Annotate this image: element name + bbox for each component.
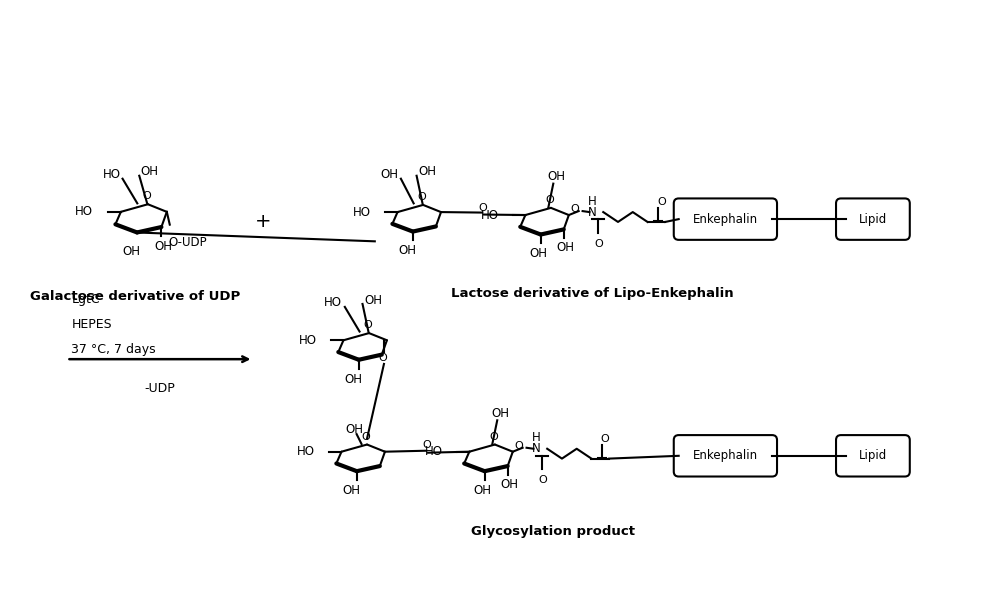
FancyBboxPatch shape xyxy=(836,199,910,240)
Text: OH: OH xyxy=(398,244,416,257)
Text: N: N xyxy=(588,206,597,218)
Text: H: H xyxy=(588,195,597,208)
Text: O: O xyxy=(514,441,523,451)
Text: HEPES: HEPES xyxy=(71,318,112,331)
Text: HO: HO xyxy=(324,296,342,310)
Text: Lactose derivative of Lipo-Enkephalin: Lactose derivative of Lipo-Enkephalin xyxy=(451,287,734,300)
Text: OH: OH xyxy=(501,478,519,491)
Text: O: O xyxy=(143,191,151,201)
FancyBboxPatch shape xyxy=(674,435,777,476)
FancyBboxPatch shape xyxy=(836,435,910,476)
Text: OH: OH xyxy=(419,166,437,178)
Text: OH: OH xyxy=(342,484,360,497)
Text: O: O xyxy=(364,320,372,330)
Text: O: O xyxy=(601,434,610,444)
Text: OH: OH xyxy=(346,422,364,436)
Text: +: + xyxy=(255,212,271,230)
Text: O: O xyxy=(490,431,498,442)
Text: HO: HO xyxy=(75,205,93,218)
Text: OH: OH xyxy=(491,407,509,420)
Text: OH: OH xyxy=(380,168,398,181)
Text: O: O xyxy=(657,197,666,207)
Text: HO: HO xyxy=(299,334,317,347)
Text: OH: OH xyxy=(557,241,575,254)
FancyBboxPatch shape xyxy=(674,199,777,240)
Text: Lipid: Lipid xyxy=(859,449,887,463)
Text: O: O xyxy=(423,440,431,450)
Text: OH: OH xyxy=(122,245,140,258)
Text: OH: OH xyxy=(530,247,548,260)
Text: -UDP: -UDP xyxy=(145,382,175,395)
Text: LgtC: LgtC xyxy=(71,293,100,307)
Text: O: O xyxy=(570,204,579,214)
Text: OH: OH xyxy=(364,293,382,307)
Text: OH: OH xyxy=(547,170,565,183)
Text: O: O xyxy=(538,475,547,485)
Text: O-UDP: O-UDP xyxy=(169,236,207,250)
Text: Galactose derivative of UDP: Galactose derivative of UDP xyxy=(30,290,240,303)
Text: Enkephalin: Enkephalin xyxy=(693,449,758,463)
Text: O: O xyxy=(362,431,370,442)
Text: H: H xyxy=(532,431,541,445)
Text: HO: HO xyxy=(353,206,371,218)
Text: O: O xyxy=(546,195,554,205)
Text: HO: HO xyxy=(425,445,443,458)
Text: HO: HO xyxy=(297,445,315,458)
Text: OH: OH xyxy=(140,166,158,178)
Text: Glycosylation product: Glycosylation product xyxy=(471,525,635,538)
Text: OH: OH xyxy=(474,484,492,497)
Text: Enkephalin: Enkephalin xyxy=(693,212,758,226)
Text: O: O xyxy=(479,203,488,212)
Text: O: O xyxy=(594,239,603,249)
Text: 37 °C, 7 days: 37 °C, 7 days xyxy=(71,343,156,356)
Text: OH: OH xyxy=(154,240,172,253)
Text: N: N xyxy=(532,442,541,455)
Text: OH: OH xyxy=(344,373,362,386)
Text: Lipid: Lipid xyxy=(859,212,887,226)
Text: O: O xyxy=(418,192,426,202)
Text: HO: HO xyxy=(103,168,121,181)
Text: HO: HO xyxy=(481,209,499,221)
Text: O: O xyxy=(379,353,387,363)
